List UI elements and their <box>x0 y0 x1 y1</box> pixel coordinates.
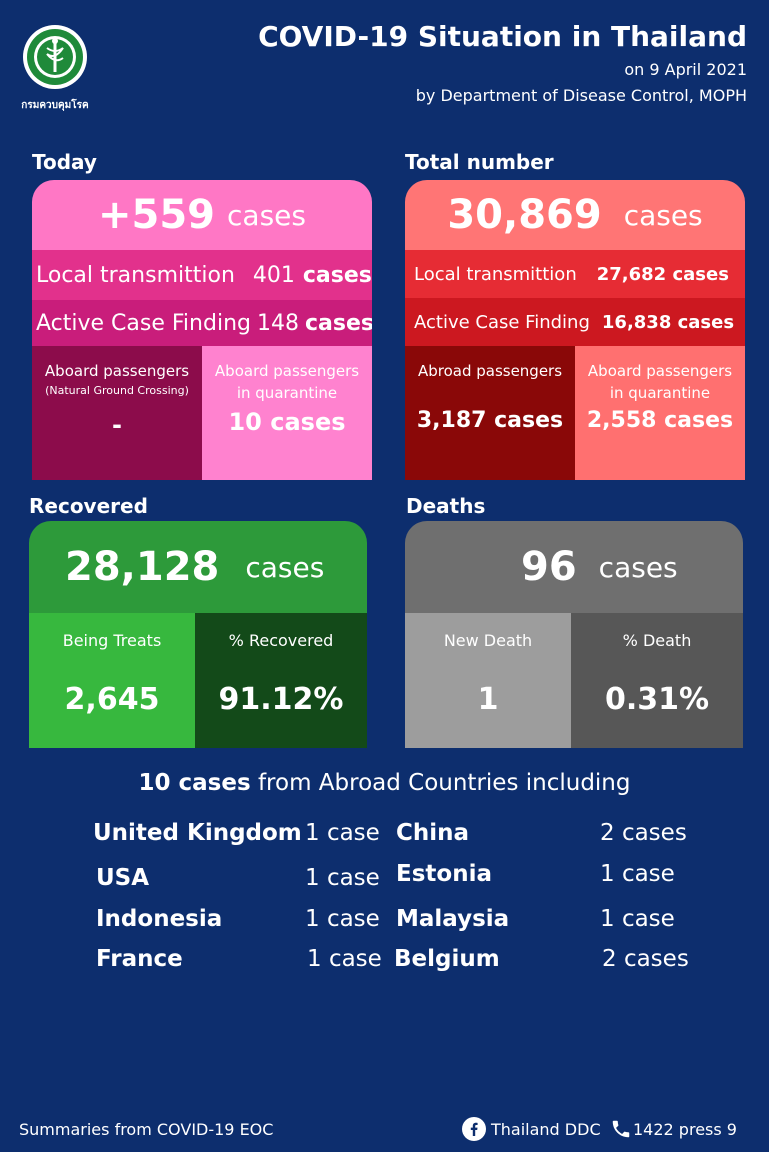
today-acf-value: 148 <box>256 310 299 336</box>
logo-text: กรมควบคุมโรค <box>21 100 89 111</box>
today-card: +559 cases Local transmittion 401 cases … <box>32 180 372 480</box>
today-quarantine-cell: Aboard passengers in quarantine 10 cases <box>202 346 372 480</box>
deaths-unit: cases <box>598 550 678 584</box>
page-title: COVID-19 Situation in Thailand <box>258 20 747 53</box>
being-treated-label: Being Treats <box>62 631 162 650</box>
total-acf-value: 16,838 cases <box>601 311 735 333</box>
country-count: 1 case <box>305 865 380 891</box>
footer-source: Summaries from COVID-19 EOC <box>19 1120 274 1139</box>
total-acf-label: Active Case Finding <box>414 311 590 333</box>
country-name: Malaysia <box>396 906 510 932</box>
total-total-value: 30,869 <box>447 192 602 238</box>
country-name: Estonia <box>396 861 492 887</box>
total-abroad-value: 3,187 cases <box>416 408 564 433</box>
abroad-heading-count: 10 cases <box>138 770 251 796</box>
today-total-unit: cases <box>227 198 306 232</box>
ddc-emblem-icon <box>23 25 87 89</box>
today-acf-unit: cases <box>304 310 372 336</box>
facebook-icon[interactable] <box>462 1117 486 1141</box>
abroad-heading: 10 cases from Abroad Countries including <box>0 770 769 796</box>
deaths-value: 96 <box>521 544 577 590</box>
country-count: 1 case <box>305 820 380 846</box>
country-name: USA <box>96 865 150 891</box>
phone-icon <box>610 1118 632 1140</box>
recovered-total-row: 28,128 cases <box>29 521 367 613</box>
total-abroad-label: Abroad passengers <box>417 362 563 380</box>
today-acf-row: Active Case Finding 148 cases <box>32 300 372 346</box>
pct-recovered-value: 91.12% <box>218 682 344 717</box>
being-treated-value: 2,645 <box>64 682 160 717</box>
total-total-row: 30,869 cases <box>405 180 745 250</box>
pct-death-label: % Death <box>622 631 692 650</box>
recovered-value: 28,128 <box>65 544 220 590</box>
total-card: 30,869 cases Local transmittion 27,682 c… <box>405 180 745 480</box>
total-total-unit: cases <box>623 198 703 232</box>
today-label: Today <box>32 150 97 174</box>
today-aboard-value: - <box>112 411 122 439</box>
country-name: United Kingdom <box>93 820 302 846</box>
new-death-value: 1 <box>477 682 499 717</box>
today-quarantine-label-1: Aboard passengers <box>214 362 360 380</box>
total-local-label: Local transmittion <box>414 263 577 285</box>
today-aboard-sub: (Natural Ground Crossing) <box>45 384 189 397</box>
total-label: Total number <box>405 150 554 174</box>
country-count: 1 case <box>305 906 380 932</box>
country-count: 1 case <box>600 906 675 932</box>
deaths-label: Deaths <box>406 494 486 518</box>
new-death-cell: New Death 1 <box>405 613 571 748</box>
country-count: 2 cases <box>602 946 689 972</box>
facebook-page-link[interactable]: Thailand DDC <box>491 1120 601 1139</box>
country-name: Belgium <box>394 946 500 972</box>
country-count: 1 case <box>307 946 382 972</box>
total-quarantine-label-1: Aboard passengers <box>587 362 733 380</box>
today-local-label: Local transmittion <box>36 262 235 288</box>
ddc-logo: กรมควบคุมโรค <box>20 24 90 112</box>
country-name: France <box>96 946 183 972</box>
today-acf-label: Active Case Finding <box>36 310 251 336</box>
pct-death-cell: % Death 0.31% <box>571 613 743 748</box>
pct-recovered-cell: % Recovered 91.12% <box>195 613 367 748</box>
country-name: Indonesia <box>96 906 223 932</box>
today-total-row: +559 cases <box>32 180 372 250</box>
today-total-value: +559 <box>98 192 216 238</box>
being-treated-cell: Being Treats 2,645 <box>29 613 195 748</box>
deaths-total-row: 96 cases <box>405 521 743 613</box>
new-death-label: New Death <box>443 631 533 650</box>
deaths-card: 96 cases New Death 1 % Death 0.31% <box>405 521 743 748</box>
abroad-heading-text: from Abroad Countries including <box>250 770 631 796</box>
total-local-row: Local transmittion 27,682 cases <box>405 250 745 298</box>
today-local-row: Local transmittion 401 cases <box>32 250 372 300</box>
today-quarantine-value: 10 cases <box>228 408 346 436</box>
report-date: on 9 April 2021 <box>624 60 747 79</box>
total-quarantine-cell: Aboard passengers in quarantine 2,558 ca… <box>575 346 745 480</box>
recovered-card: 28,128 cases Being Treats 2,645 % Recove… <box>29 521 367 748</box>
pct-death-value: 0.31% <box>604 682 710 717</box>
today-aboard-label: Aboard passengers <box>44 362 190 380</box>
total-quarantine-label-2: in quarantine <box>609 384 711 402</box>
country-count: 2 cases <box>600 820 687 846</box>
total-abroad-cell: Abroad passengers 3,187 cases <box>405 346 575 480</box>
country-count: 1 case <box>600 861 675 887</box>
hotline-number[interactable]: 1422 press 9 <box>633 1120 737 1139</box>
total-acf-row: Active Case Finding 16,838 cases <box>405 298 745 346</box>
recovered-unit: cases <box>245 550 325 584</box>
today-aboard-cell: Aboard passengers (Natural Ground Crossi… <box>32 346 202 480</box>
recovered-label: Recovered <box>29 494 148 518</box>
total-local-value: 27,682 cases <box>596 263 729 285</box>
report-source: by Department of Disease Control, MOPH <box>415 86 747 105</box>
today-local-unit: cases <box>302 262 372 288</box>
today-local-value: 401 <box>252 262 295 288</box>
country-name: China <box>396 820 470 846</box>
pct-recovered-label: % Recovered <box>228 631 334 650</box>
total-quarantine-value: 2,558 cases <box>586 408 734 433</box>
today-quarantine-label-2: in quarantine <box>236 384 338 402</box>
